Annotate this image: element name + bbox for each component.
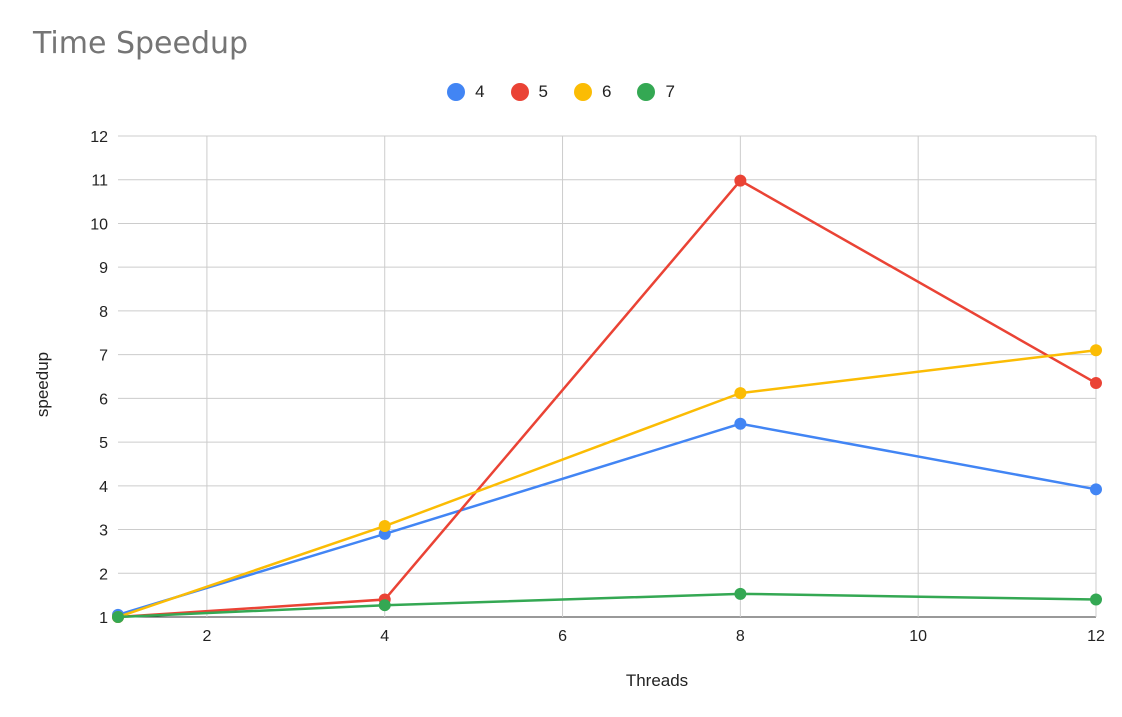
x-tick-label: 2 [202, 628, 211, 645]
legend-item: 7 [637, 82, 675, 102]
legend-dot [574, 83, 592, 101]
y-tick-label: 8 [99, 304, 108, 321]
y-tick-label: 10 [90, 216, 108, 233]
legend-item: 4 [447, 82, 485, 102]
legend: 4 5 6 7 [0, 82, 1122, 102]
x-tick-label: 10 [909, 628, 927, 645]
y-tick-label: 4 [99, 479, 108, 496]
series-line-6 [117, 349, 1097, 619]
y-tick-label: 6 [99, 391, 108, 408]
x-tick-label: 4 [380, 628, 389, 645]
x-tick-label: 12 [1087, 628, 1105, 645]
series-line-7 [117, 592, 1097, 619]
y-tick-label: 2 [99, 566, 108, 583]
data-point-7 [1090, 593, 1102, 606]
data-point-6 [378, 520, 391, 533]
legend-dot [510, 83, 529, 101]
legend-dot [637, 83, 656, 101]
series-line-5 [117, 179, 1097, 619]
y-tick-label: 9 [99, 260, 108, 277]
y-tick-label: 1 [99, 610, 108, 627]
legend-label: 7 [665, 82, 675, 101]
y-tick-label: 12 [90, 129, 108, 146]
legend-item: 5 [510, 82, 548, 102]
x-axis-label: Threads [626, 671, 688, 690]
y-tick-label: 3 [99, 523, 108, 540]
data-point-5 [1090, 377, 1102, 390]
data-point-4 [1090, 483, 1102, 496]
y-tick-label: 7 [99, 348, 108, 365]
data-point-7 [112, 611, 124, 623]
data-point-5 [734, 174, 747, 187]
series-line-4 [117, 422, 1097, 617]
legend-label: 6 [602, 82, 612, 101]
y-tick-label: 11 [91, 173, 108, 190]
y-axis-label: speedup [33, 352, 52, 417]
legend-dot [447, 83, 466, 101]
data-point-6 [734, 387, 747, 400]
legend-label: 5 [538, 82, 548, 101]
x-tick-label: 6 [558, 628, 567, 645]
x-tick-label: 8 [736, 628, 745, 645]
data-point-7 [734, 587, 747, 600]
y-tick-label: 5 [99, 435, 108, 452]
data-point-6 [1090, 344, 1102, 357]
data-point-7 [378, 599, 391, 612]
data-point-4 [734, 417, 747, 430]
legend-item: 6 [574, 82, 611, 102]
legend-label: 4 [475, 82, 485, 101]
chart-title: Time Speedup [33, 26, 249, 61]
